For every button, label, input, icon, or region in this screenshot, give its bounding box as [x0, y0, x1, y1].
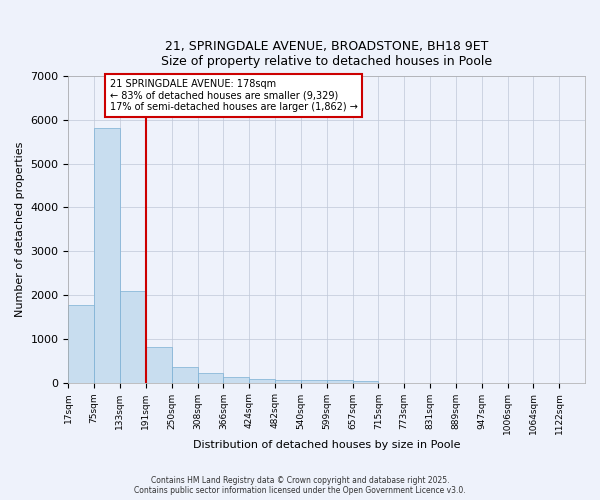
Bar	[275, 380, 301, 382]
Text: 21 SPRINGDALE AVENUE: 178sqm
← 83% of detached houses are smaller (9,329)
17% of: 21 SPRINGDALE AVENUE: 178sqm ← 83% of de…	[110, 79, 358, 112]
Text: Contains HM Land Registry data © Crown copyright and database right 2025.
Contai: Contains HM Land Registry data © Crown c…	[134, 476, 466, 495]
Bar	[68, 304, 94, 382]
Bar	[146, 346, 172, 382]
Bar	[172, 367, 197, 382]
Bar	[301, 380, 327, 382]
Bar	[120, 291, 146, 382]
Y-axis label: Number of detached properties: Number of detached properties	[15, 142, 25, 317]
Bar	[353, 380, 379, 382]
Bar	[327, 380, 353, 382]
Title: 21, SPRINGDALE AVENUE, BROADSTONE, BH18 9ET
Size of property relative to detache: 21, SPRINGDALE AVENUE, BROADSTONE, BH18 …	[161, 40, 492, 68]
Bar	[249, 379, 275, 382]
Bar	[94, 128, 120, 382]
Bar	[197, 373, 223, 382]
Bar	[223, 378, 249, 382]
X-axis label: Distribution of detached houses by size in Poole: Distribution of detached houses by size …	[193, 440, 460, 450]
